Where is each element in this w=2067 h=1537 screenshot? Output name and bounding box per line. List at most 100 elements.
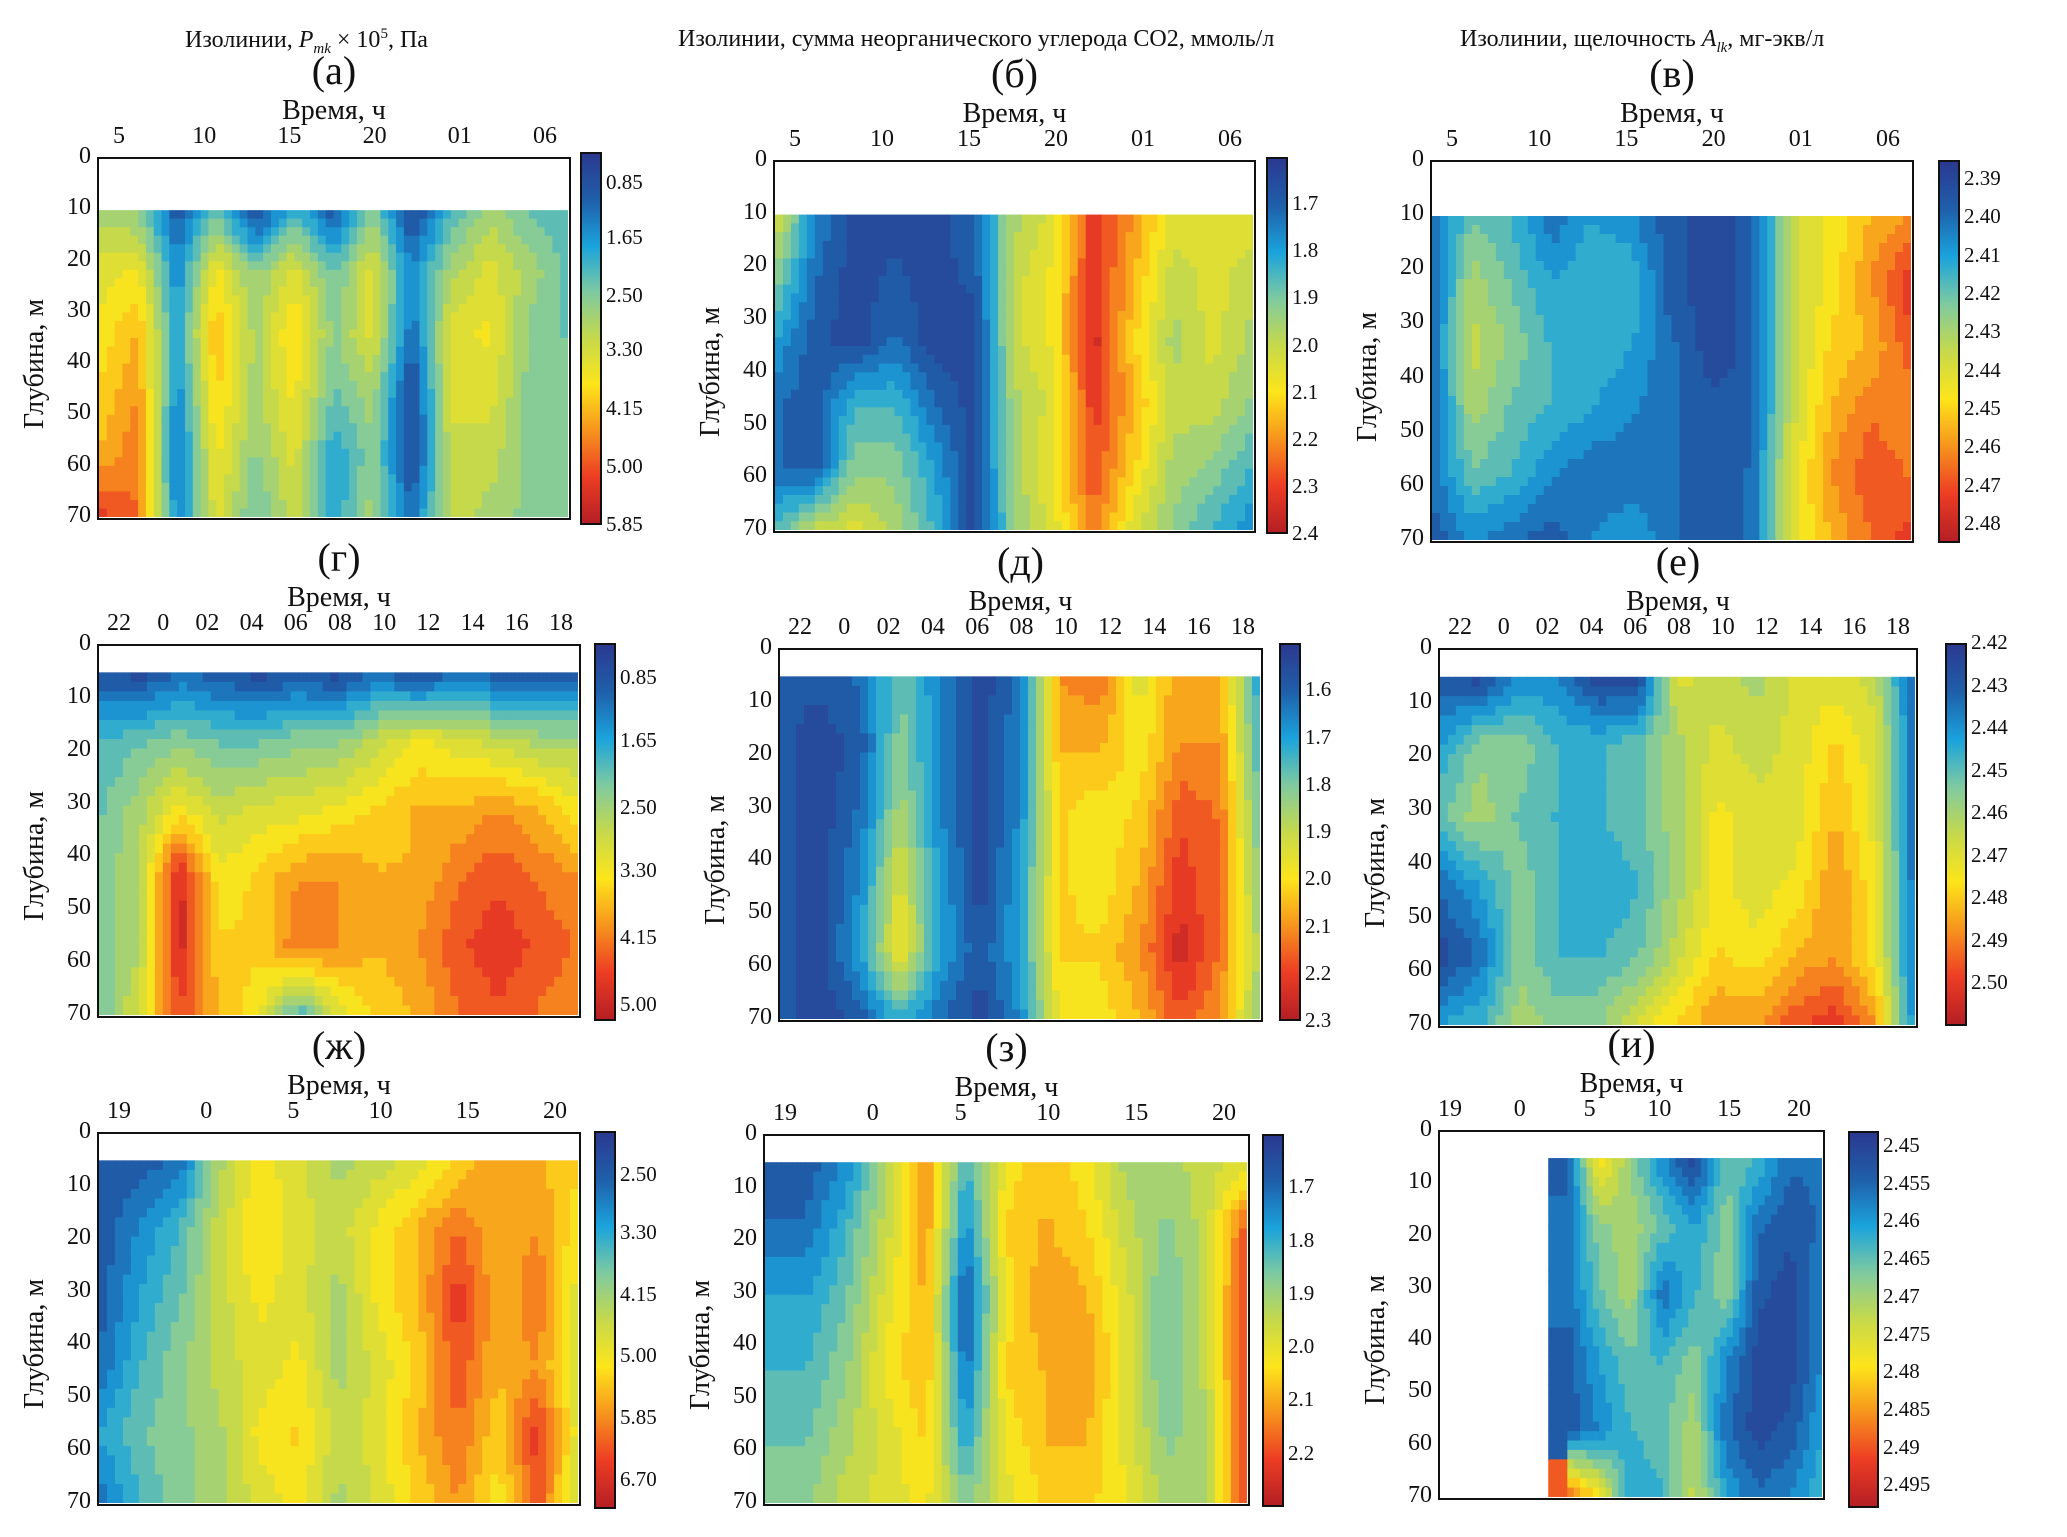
field-cell bbox=[466, 474, 475, 484]
field-cell bbox=[1006, 354, 1015, 365]
field-cell bbox=[1695, 252, 1705, 262]
field-cell bbox=[231, 363, 241, 373]
field-cell bbox=[536, 244, 546, 254]
field-cell bbox=[231, 499, 241, 510]
field-cell bbox=[263, 457, 272, 467]
field-cell bbox=[255, 397, 264, 407]
field-cell bbox=[1077, 459, 1087, 470]
field-cell bbox=[505, 465, 514, 475]
field-cell bbox=[926, 451, 935, 461]
field-cell bbox=[544, 338, 553, 348]
field-cell bbox=[894, 398, 904, 408]
field-cell bbox=[270, 482, 280, 493]
field-cell bbox=[1887, 252, 1896, 262]
field-cell bbox=[862, 521, 872, 530]
field-cell bbox=[1727, 234, 1736, 244]
field-cell bbox=[1053, 486, 1063, 496]
field-cell bbox=[161, 252, 170, 262]
field-cell bbox=[998, 424, 1007, 435]
field-cell bbox=[822, 319, 832, 330]
field-cell bbox=[372, 465, 381, 475]
field-cell bbox=[950, 521, 959, 530]
field-cell bbox=[1077, 468, 1087, 479]
field-cell bbox=[1149, 416, 1158, 426]
field-cell bbox=[1471, 234, 1481, 244]
field-cell bbox=[513, 440, 522, 450]
field-cell bbox=[974, 442, 983, 452]
field-cell bbox=[536, 278, 546, 288]
field-cell bbox=[99, 465, 108, 475]
field-cell bbox=[870, 424, 880, 435]
field-cell bbox=[1439, 216, 1449, 226]
field-cell bbox=[1759, 297, 1768, 307]
field-cell bbox=[878, 363, 888, 373]
field-cell bbox=[255, 431, 264, 441]
field-cell bbox=[854, 319, 864, 330]
field-cell bbox=[349, 457, 358, 467]
field-cell bbox=[798, 372, 808, 382]
field-cell bbox=[814, 521, 824, 530]
field-cell bbox=[427, 482, 436, 493]
field-cell bbox=[380, 406, 389, 416]
field-cell bbox=[372, 235, 381, 245]
field-cell bbox=[902, 494, 912, 505]
field-cell bbox=[1567, 216, 1577, 226]
field-cell bbox=[846, 319, 856, 330]
field-cell bbox=[333, 338, 342, 348]
field-cell bbox=[1133, 240, 1143, 251]
field-cell bbox=[442, 210, 452, 220]
field-cell bbox=[926, 521, 935, 530]
field-cell bbox=[325, 312, 335, 322]
field-cell bbox=[1711, 225, 1720, 235]
field-cell bbox=[814, 337, 824, 347]
field-cell bbox=[966, 512, 975, 522]
field-cell bbox=[1149, 407, 1158, 417]
plot-area bbox=[97, 157, 571, 520]
field-cell bbox=[1133, 459, 1143, 470]
field-cell bbox=[114, 389, 124, 399]
field-cell bbox=[1037, 416, 1047, 426]
field-cell bbox=[372, 218, 381, 228]
field-cell bbox=[1021, 302, 1031, 312]
field-cell bbox=[325, 210, 335, 220]
field-cell bbox=[814, 433, 824, 443]
field-cell bbox=[942, 477, 951, 487]
field-cell bbox=[902, 284, 912, 295]
field-cell bbox=[918, 363, 927, 373]
field-cell bbox=[1165, 521, 1174, 530]
field-cell bbox=[1037, 232, 1047, 242]
field-cell bbox=[910, 267, 919, 277]
field-cell bbox=[341, 355, 350, 365]
field-cell bbox=[177, 389, 186, 399]
field-cell bbox=[325, 363, 335, 373]
colorbar-tick-label: 2.2 bbox=[1292, 426, 1319, 451]
field-cell bbox=[130, 482, 139, 493]
field-cell bbox=[1061, 346, 1071, 356]
field-cell bbox=[958, 232, 967, 242]
field-cell bbox=[106, 457, 116, 467]
field-cell bbox=[153, 227, 163, 237]
field-cell bbox=[372, 363, 381, 373]
field-cell bbox=[950, 381, 959, 391]
field-cell bbox=[1591, 225, 1601, 235]
field-cell bbox=[1863, 225, 1872, 235]
field-cell bbox=[806, 354, 816, 365]
field-cell bbox=[846, 416, 856, 426]
field-cell bbox=[356, 320, 366, 331]
field-cell bbox=[1006, 389, 1015, 400]
field-cell bbox=[317, 397, 327, 407]
field-cell bbox=[310, 389, 319, 399]
field-cell bbox=[822, 240, 832, 251]
field-cell bbox=[216, 218, 225, 228]
field-cell bbox=[942, 302, 951, 312]
field-cell bbox=[862, 267, 872, 277]
field-cell bbox=[790, 486, 800, 496]
field-cell bbox=[894, 354, 904, 365]
field-cell bbox=[982, 389, 991, 400]
x-tick-label: 15 bbox=[957, 126, 981, 152]
field-cell bbox=[474, 320, 483, 331]
field-cell bbox=[886, 486, 896, 496]
field-cell bbox=[442, 269, 452, 279]
field-cell bbox=[822, 363, 832, 373]
field-cell bbox=[990, 512, 999, 522]
